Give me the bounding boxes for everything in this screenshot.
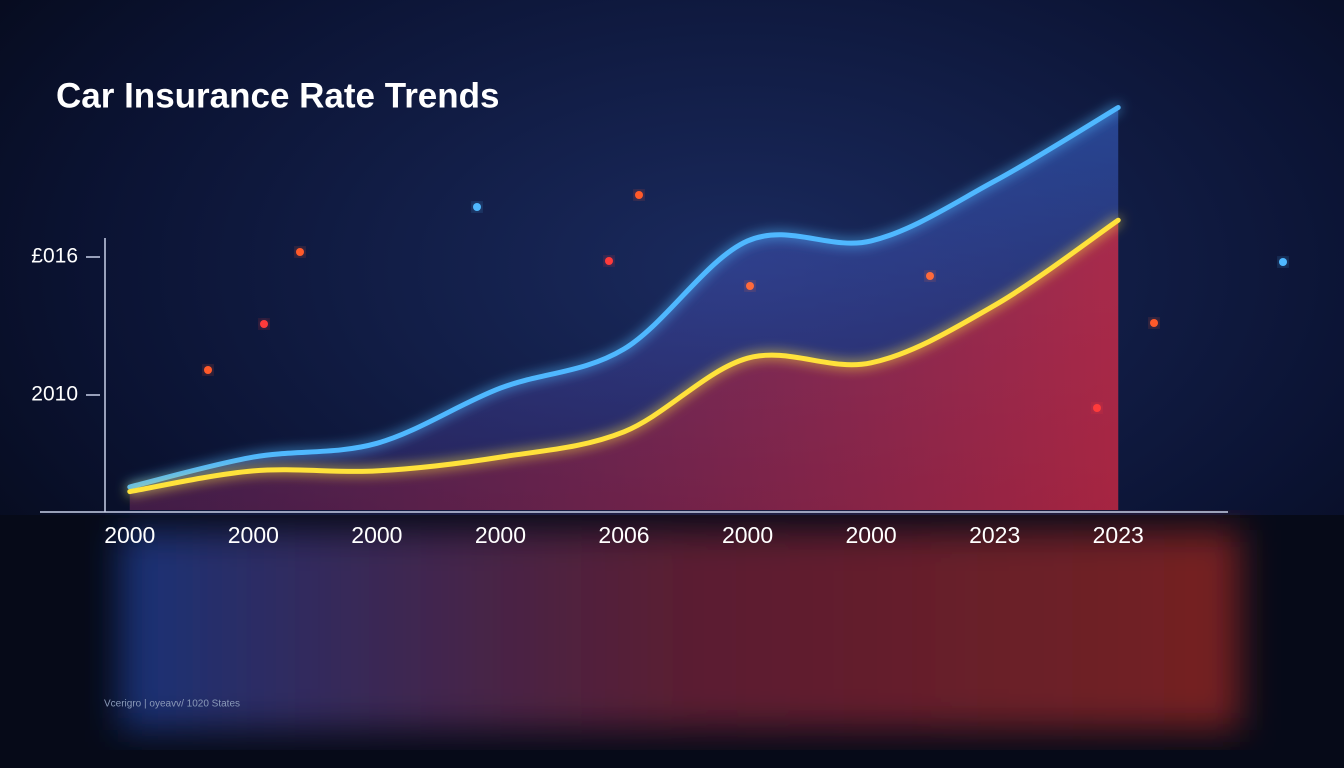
y-tick-label: £016 <box>31 245 78 268</box>
series-area <box>129 220 1119 510</box>
particle <box>635 191 643 199</box>
series-line <box>127 217 1121 495</box>
series-line <box>127 105 1121 490</box>
x-tick-label: 2000 <box>722 522 773 548</box>
x-tick-label: 2000 <box>104 522 155 548</box>
particle <box>260 320 268 328</box>
source-note: Vcerigro | oyeavv/ 1020 States <box>104 699 240 710</box>
x-tick-label: 2023 <box>969 522 1020 548</box>
y-tick-label: 2010 <box>31 383 78 406</box>
particle <box>1093 404 1101 412</box>
x-tick-label: 2000 <box>351 522 402 548</box>
x-tick-label: 2023 <box>1093 522 1144 548</box>
particle <box>1279 258 1287 266</box>
particle <box>926 272 934 280</box>
particle <box>296 248 304 256</box>
plot-area <box>127 105 1121 510</box>
x-tick-label: 2000 <box>228 522 279 548</box>
x-tick-label: 2000 <box>846 522 897 548</box>
x-tick-label: 2000 <box>475 522 526 548</box>
particle <box>746 282 754 290</box>
x-tick-label: 2006 <box>598 522 649 548</box>
reflection <box>120 530 1240 730</box>
particle <box>204 366 212 374</box>
particle <box>473 203 481 211</box>
chart-title: Car Insurance Rate Trends <box>56 76 500 115</box>
particle <box>1150 319 1158 327</box>
particle <box>605 257 613 265</box>
